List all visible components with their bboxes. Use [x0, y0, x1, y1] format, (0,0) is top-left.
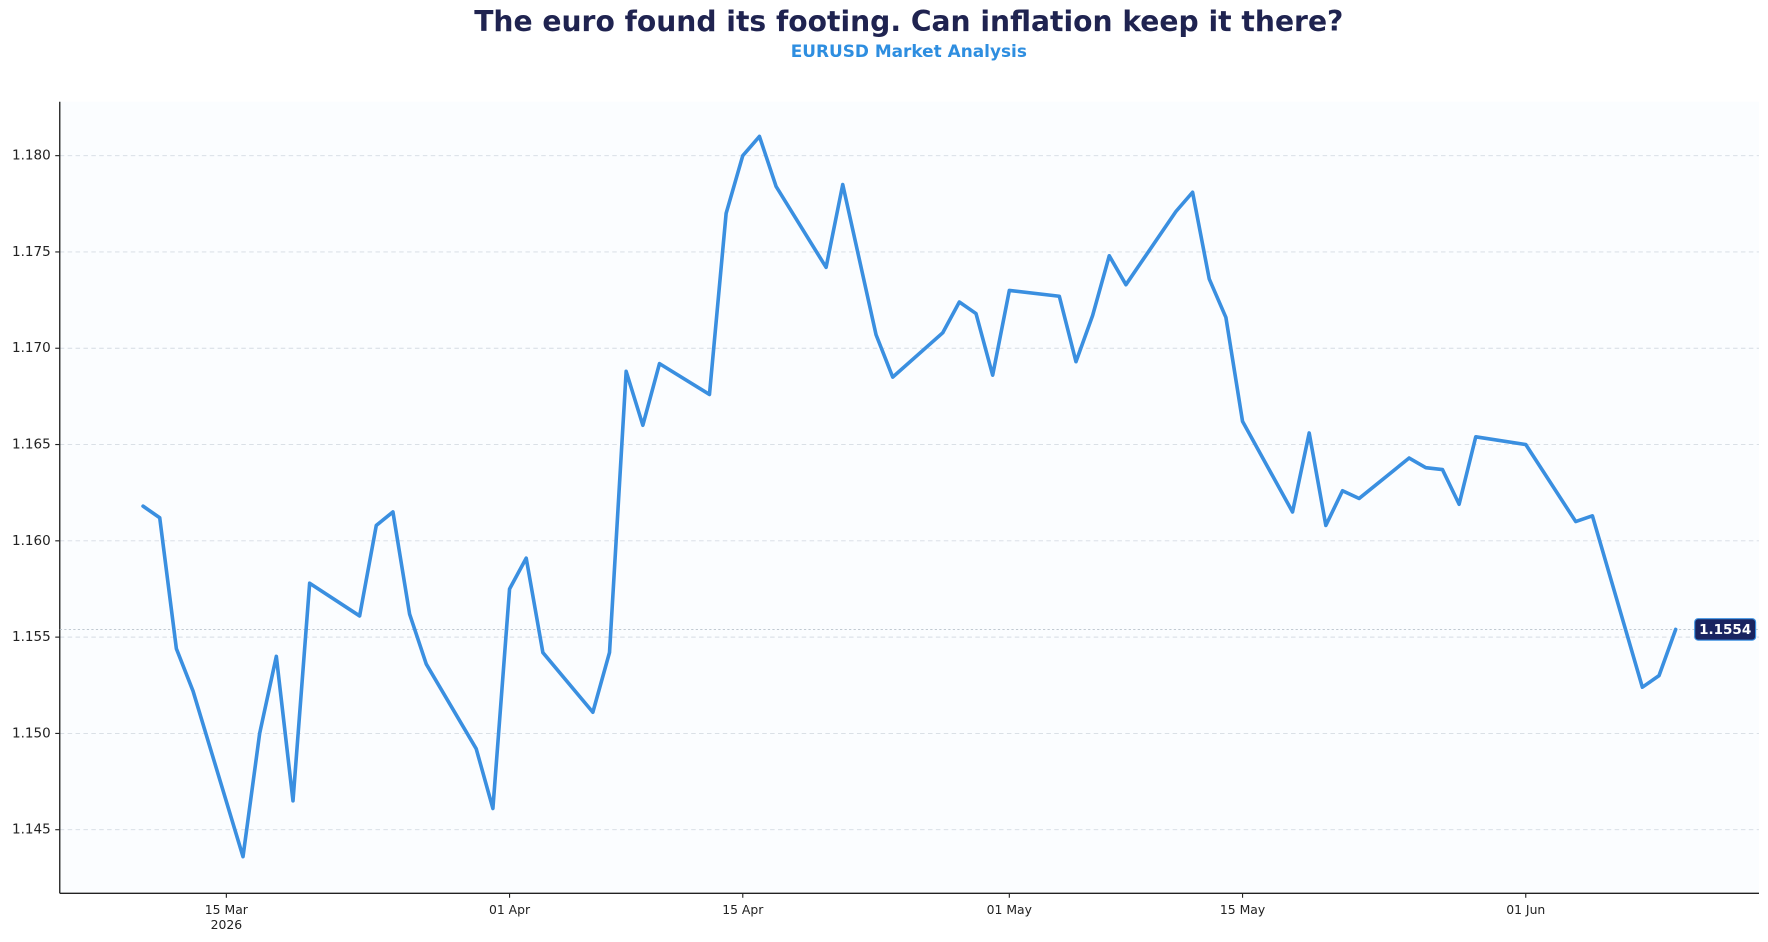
y-tick-label: 1.165	[12, 437, 51, 453]
y-tick-label: 1.180	[12, 148, 51, 164]
y-tick-label: 1.175	[12, 244, 51, 260]
x-tick-label-line: 15 Mar	[205, 902, 249, 917]
last-value-badge	[1694, 618, 1757, 641]
chart-title: The euro found its footing. Can inflatio…	[474, 5, 1343, 38]
x-tick-label-line: 01 May	[987, 902, 1032, 917]
price-line	[141, 134, 1678, 859]
chart-subtitle: EURUSD Market Analysis	[791, 41, 1027, 61]
x-tick-label-line: 01 Apr	[489, 902, 531, 917]
last-value-label: 1.1554	[1699, 622, 1751, 638]
x-tick-label-line: 2026	[211, 916, 243, 931]
plot-area	[59, 101, 1759, 894]
y-tick-label: 1.155	[12, 629, 51, 645]
y-tick-label: 1.150	[12, 725, 51, 741]
x-tick-label-line: 01 Jun	[1506, 902, 1545, 917]
x-tick-label: 01 May	[987, 902, 1032, 917]
y-tick-label: 1.160	[12, 533, 51, 549]
x-tick-label: 15 Mar 2026	[205, 902, 249, 932]
x-tick-label-line: 15 May	[1220, 902, 1265, 917]
x-tick-label: 15 May	[1220, 902, 1265, 917]
x-tick-label: 01 Jun	[1506, 902, 1545, 917]
y-tick-label: 1.170	[12, 340, 51, 356]
x-tick-label: 01 Apr	[489, 902, 531, 917]
x-tick-label-line: 15 Apr	[722, 902, 764, 917]
x-tick-label: 15 Apr	[722, 902, 764, 917]
y-tick-label: 1.145	[12, 822, 51, 838]
